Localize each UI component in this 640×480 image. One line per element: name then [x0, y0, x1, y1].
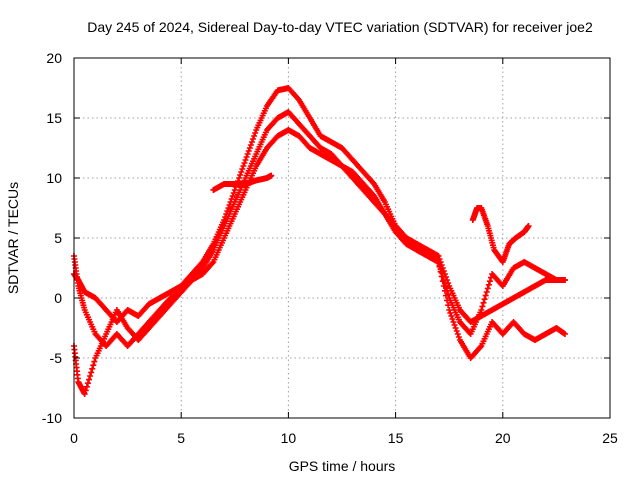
data-point [483, 289, 490, 295]
data-point [86, 376, 93, 383]
data-point [435, 259, 442, 265]
y-tick-label: 15 [46, 110, 62, 126]
y-tick-label: 20 [46, 50, 62, 66]
data-point [236, 175, 243, 181]
data-point [91, 358, 98, 365]
x-tick-label: 0 [70, 430, 78, 446]
data-point [83, 383, 90, 390]
data-point [449, 316, 456, 322]
data-point [438, 273, 445, 280]
data-point [435, 253, 442, 259]
data-point [240, 163, 247, 169]
data-point [454, 331, 461, 337]
data-point [246, 145, 253, 151]
data-point [444, 297, 451, 304]
data-point [450, 319, 457, 325]
data-point [237, 172, 244, 178]
data-point [230, 190, 237, 196]
data-point [81, 391, 88, 397]
data-point [478, 307, 485, 313]
series-track-d [210, 172, 275, 193]
x-tick-label: 20 [495, 430, 511, 446]
data-point [225, 205, 232, 211]
data-point [89, 365, 96, 372]
data-point [252, 130, 259, 136]
data-point [247, 142, 254, 148]
data-point [90, 362, 97, 369]
data-point [87, 373, 94, 379]
data-point [525, 223, 532, 229]
x-tick-label: 15 [388, 430, 404, 446]
data-point [442, 292, 449, 299]
data-point [441, 287, 448, 294]
series-track-c [71, 127, 568, 397]
data-point [238, 169, 245, 175]
data-point [448, 313, 455, 319]
data-point [250, 136, 257, 142]
y-tick-labels: -10 -5 0 5 10 15 20 [42, 50, 62, 426]
data-point [239, 166, 246, 172]
data-points [71, 85, 568, 397]
data-point [451, 322, 458, 328]
data-point [88, 369, 95, 376]
x-tick-label: 25 [602, 430, 618, 446]
x-tick-labels: 0 5 10 15 20 25 [70, 430, 618, 446]
y-tick-label: 10 [46, 170, 62, 186]
data-point [484, 285, 491, 292]
x-tick-label: 5 [177, 430, 185, 446]
y-tick-label: -10 [42, 410, 62, 426]
data-point [445, 302, 452, 309]
y-tick-label: 5 [54, 230, 62, 246]
data-point [453, 328, 460, 334]
data-point [231, 187, 238, 193]
data-point [268, 172, 275, 179]
data-point [436, 263, 443, 270]
data-point [251, 133, 258, 139]
data-point [482, 292, 489, 299]
data-point [242, 157, 249, 163]
data-point [561, 331, 568, 337]
data-point [244, 151, 251, 157]
data-point [447, 310, 454, 316]
data-point [561, 277, 568, 283]
data-point [479, 303, 486, 310]
data-point [455, 334, 462, 340]
data-point [84, 380, 91, 387]
data-point [446, 307, 453, 313]
x-tick-label: 10 [281, 430, 297, 446]
data-point [243, 154, 250, 160]
data-point [440, 283, 447, 289]
data-point [229, 193, 236, 199]
series-track-b [71, 109, 568, 349]
data-point [82, 387, 89, 394]
data-point [480, 299, 487, 306]
data-point [248, 139, 255, 145]
x-axis-label: GPS time / hours [289, 458, 396, 474]
tick-marks [73, 57, 611, 419]
y-axis-label: SDTVAR / TECUs [5, 182, 21, 294]
chart-title: Day 245 of 2024, Sidereal Day-to-day VTE… [87, 19, 593, 35]
data-point [241, 160, 248, 166]
series-track-e [469, 205, 532, 265]
data-point [245, 148, 252, 154]
y-tick-label: 0 [54, 290, 62, 306]
data-point [439, 278, 446, 285]
data-point [437, 268, 444, 275]
grid [74, 58, 610, 418]
series-track-a [71, 85, 568, 325]
data-point [486, 278, 493, 285]
data-point [485, 281, 492, 288]
y-tick-label: -5 [50, 350, 63, 366]
data-point [481, 296, 488, 303]
data-point [452, 325, 459, 331]
